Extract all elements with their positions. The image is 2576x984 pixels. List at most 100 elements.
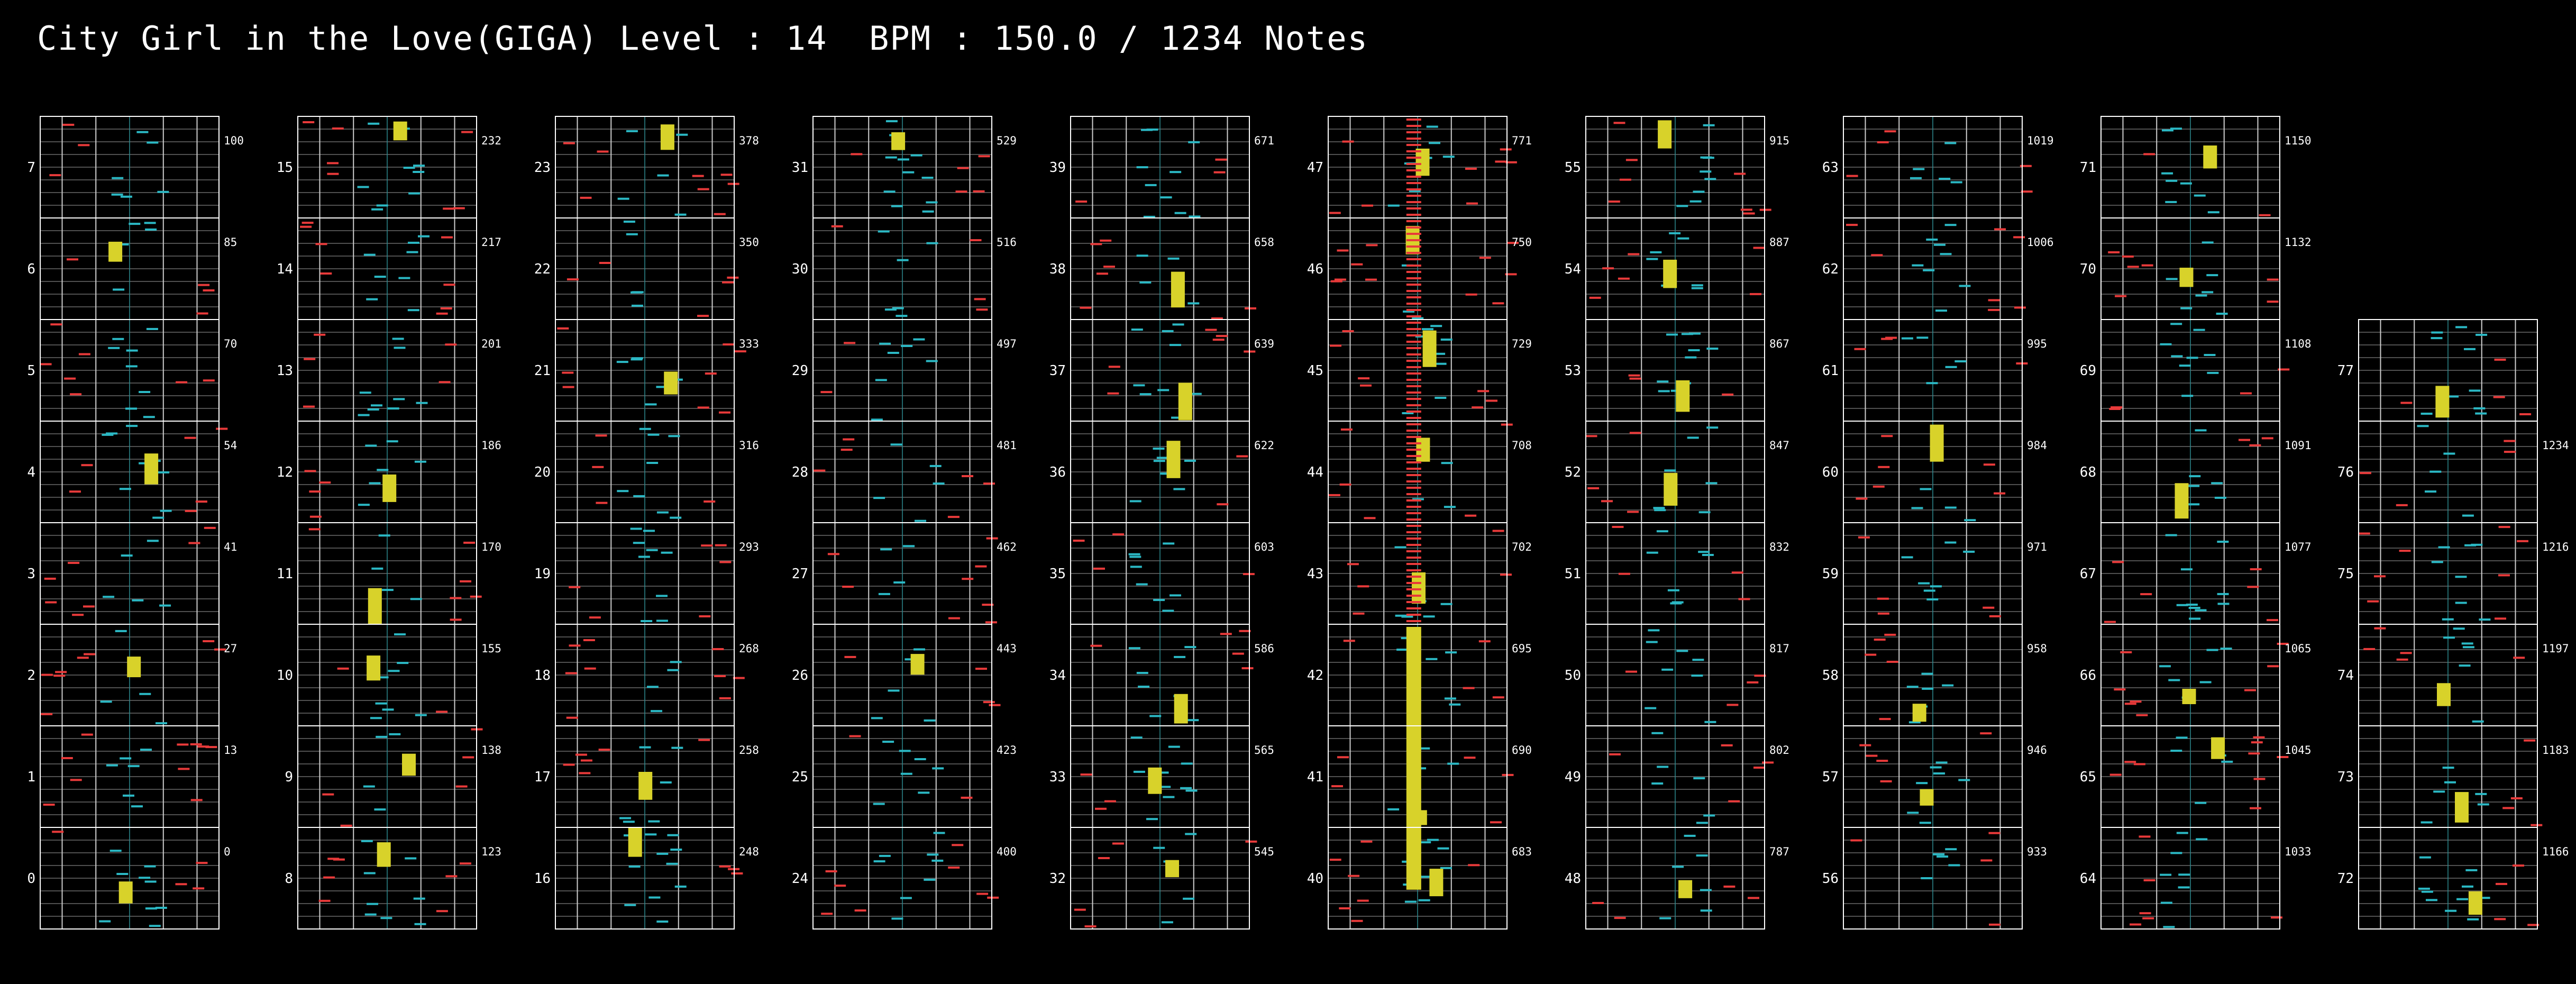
note-cyan [1128, 647, 1140, 650]
note-cyan [1907, 812, 1919, 814]
measure-number: 40 [1307, 871, 1323, 887]
note-cyan [2455, 602, 2467, 604]
note-red [1080, 306, 1092, 309]
note-red [1406, 411, 1421, 413]
hold-note [1415, 148, 1430, 176]
note-cyan [2195, 801, 2207, 804]
note-red [983, 701, 995, 704]
hold-note [910, 654, 925, 675]
note-cyan [2216, 313, 2228, 315]
note-red [1406, 550, 1421, 552]
note-red [2519, 413, 2532, 415]
note-red [2130, 700, 2142, 703]
note-count: 350 [739, 236, 759, 249]
note-cyan [2464, 544, 2477, 546]
measure-number: 74 [2337, 668, 2354, 684]
note-red [1406, 169, 1421, 171]
note-red [597, 150, 609, 153]
note-cyan [2462, 514, 2474, 517]
note-cyan [413, 897, 425, 900]
measure-number: 56 [1822, 871, 1839, 887]
note-red [2374, 627, 2386, 630]
note-cyan [129, 223, 141, 225]
note-red [337, 667, 349, 670]
note-cyan [2206, 274, 2218, 277]
note-count: 155 [481, 642, 501, 655]
note-red [175, 883, 187, 886]
note-red [1406, 252, 1421, 254]
note-cyan [1170, 594, 1181, 597]
note-cyan [924, 878, 936, 881]
note-cyan [1427, 839, 1439, 841]
note-red [1239, 630, 1251, 632]
measure-number: 16 [534, 871, 551, 887]
note-cyan [619, 817, 631, 819]
measure-number: 0 [27, 871, 35, 887]
measure-number: 41 [1307, 769, 1323, 785]
note-cyan [871, 717, 883, 719]
measure-number: 65 [2079, 769, 2096, 785]
note-cyan [641, 620, 653, 622]
note-red [1406, 531, 1421, 533]
note-cyan [375, 702, 387, 705]
note-red [53, 675, 66, 677]
note-red [1337, 249, 1349, 252]
note-cyan [1440, 603, 1453, 605]
note-cyan [1681, 333, 1693, 335]
note-red [204, 526, 216, 529]
note-red [1406, 328, 1421, 330]
note-red [589, 616, 601, 619]
note-cyan [1676, 650, 1688, 652]
note-red [961, 796, 973, 799]
note-red [1406, 537, 1421, 540]
measure-number: 55 [1564, 160, 1581, 176]
note-cyan [1948, 864, 1960, 867]
note-red [714, 213, 726, 215]
note-cyan [933, 832, 945, 834]
note-cyan [2204, 354, 2216, 356]
note-cyan [1691, 287, 1703, 289]
note-red [1748, 897, 1759, 899]
note-cyan [670, 661, 682, 663]
measure-number: 75 [2337, 566, 2354, 582]
note-cyan [126, 349, 138, 352]
note-red [2259, 214, 2271, 216]
note-red [45, 601, 57, 604]
note-red [2108, 251, 2120, 253]
note-cyan [2462, 885, 2473, 888]
note-red [2127, 266, 2139, 268]
note-cyan [1435, 362, 1447, 365]
hold-note [1174, 694, 1188, 724]
note-count: 316 [739, 439, 759, 452]
hold-note [2203, 145, 2217, 169]
note-cyan [623, 221, 635, 223]
note-cyan [2472, 720, 2484, 723]
note-cyan [158, 471, 170, 473]
note-red [314, 333, 326, 336]
note-red [1731, 571, 1743, 574]
measure-number: 57 [1822, 769, 1839, 785]
note-red [44, 577, 56, 580]
note-cyan [1654, 509, 1666, 512]
note-red [2267, 300, 2279, 303]
note-red [1406, 119, 1421, 121]
note-count: 603 [1254, 541, 1274, 553]
note-red [459, 862, 471, 865]
note-red [2244, 689, 2256, 691]
note-cyan [1688, 349, 1700, 351]
note-cyan [410, 598, 422, 600]
note-red [595, 434, 607, 437]
note-cyan [397, 662, 409, 664]
note-red [450, 618, 462, 621]
note-red [844, 342, 856, 344]
hold-note [638, 772, 653, 800]
note-cyan [126, 425, 138, 427]
note-cyan [374, 276, 386, 278]
note-red [2271, 916, 2282, 919]
note-cyan [1702, 157, 1714, 159]
note-red [1877, 141, 1889, 143]
note-red [1753, 767, 1765, 769]
note-red [2367, 600, 2379, 603]
note-red [712, 648, 724, 650]
note-cyan [2217, 603, 2230, 605]
